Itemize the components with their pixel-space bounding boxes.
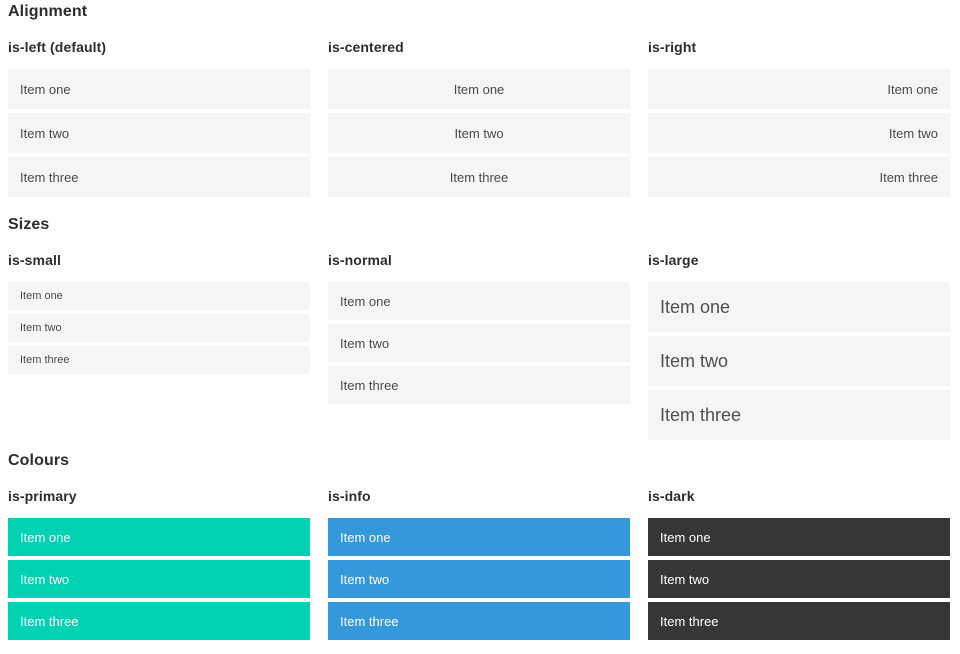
- column-is-right: is-right Item one Item two Item three: [648, 40, 950, 197]
- list-centered: Item one Item two Item three: [328, 69, 630, 197]
- list-item[interactable]: Item two: [328, 560, 630, 598]
- section-title-colours: Colours: [8, 452, 70, 469]
- column-label-is-primary: is-primary: [8, 488, 77, 504]
- list-small: Item one Item two Item three: [8, 282, 310, 374]
- column-label-is-dark: is-dark: [648, 488, 695, 504]
- section-sizes: Sizes is-small Item one Item two Item th…: [8, 217, 950, 440]
- column-is-left: is-left (default) Item one Item two Item…: [8, 40, 310, 197]
- column-is-small: is-small Item one Item two Item three: [8, 253, 310, 440]
- column-label-is-left: is-left (default): [8, 39, 107, 55]
- list-item[interactable]: Item three: [648, 390, 950, 440]
- list-item[interactable]: Item one: [648, 69, 950, 109]
- list-info: Item one Item two Item three: [328, 518, 630, 640]
- list-item[interactable]: Item two: [8, 560, 310, 598]
- list-primary: Item one Item two Item three: [8, 518, 310, 640]
- list-item[interactable]: Item three: [8, 602, 310, 640]
- column-is-primary: is-primary Item one Item two Item three: [8, 489, 310, 640]
- sizes-grid: is-small Item one Item two Item three is…: [8, 253, 950, 440]
- list-item[interactable]: Item three: [8, 346, 310, 374]
- column-label-is-centered: is-centered: [328, 39, 404, 55]
- list-item[interactable]: Item two: [328, 113, 630, 153]
- column-is-centered: is-centered Item one Item two Item three: [328, 40, 630, 197]
- column-label-is-small: is-small: [8, 252, 61, 268]
- colours-grid: is-primary Item one Item two Item three …: [8, 489, 950, 640]
- list-item[interactable]: Item one: [328, 69, 630, 109]
- list-item[interactable]: Item one: [328, 282, 630, 320]
- list-item[interactable]: Item two: [8, 314, 310, 342]
- column-is-info: is-info Item one Item two Item three: [328, 489, 630, 640]
- column-is-dark: is-dark Item one Item two Item three: [648, 489, 950, 640]
- list-item[interactable]: Item three: [648, 602, 950, 640]
- list-left: Item one Item two Item three: [8, 69, 310, 197]
- column-label-is-large: is-large: [648, 252, 699, 268]
- column-is-normal: is-normal Item one Item two Item three: [328, 253, 630, 440]
- list-dark: Item one Item two Item three: [648, 518, 950, 640]
- list-item[interactable]: Item one: [648, 282, 950, 332]
- column-is-large: is-large Item one Item two Item three: [648, 253, 950, 440]
- list-right: Item one Item two Item three: [648, 69, 950, 197]
- column-label-is-info: is-info: [328, 488, 371, 504]
- list-item[interactable]: Item one: [8, 282, 310, 310]
- list-item[interactable]: Item two: [328, 324, 630, 362]
- list-item[interactable]: Item one: [8, 69, 310, 109]
- section-title-sizes: Sizes: [8, 216, 50, 233]
- column-label-is-right: is-right: [648, 39, 697, 55]
- list-item[interactable]: Item three: [648, 157, 950, 197]
- column-label-is-normal: is-normal: [328, 252, 392, 268]
- list-item[interactable]: Item three: [328, 366, 630, 404]
- list-normal: Item one Item two Item three: [328, 282, 630, 404]
- section-title-alignment: Alignment: [8, 3, 88, 20]
- list-item[interactable]: Item two: [8, 113, 310, 153]
- section-colours: Colours is-primary Item one Item two Ite…: [8, 453, 950, 640]
- list-item[interactable]: Item one: [8, 518, 310, 556]
- list-item[interactable]: Item two: [648, 336, 950, 386]
- list-item[interactable]: Item two: [648, 560, 950, 598]
- section-alignment: Alignment is-left (default) Item one Ite…: [8, 4, 950, 197]
- list-item[interactable]: Item two: [648, 113, 950, 153]
- list-large: Item one Item two Item three: [648, 282, 950, 440]
- list-demo-page: Alignment is-left (default) Item one Ite…: [8, 4, 950, 640]
- list-item[interactable]: Item one: [328, 518, 630, 556]
- list-item[interactable]: Item three: [328, 602, 630, 640]
- list-item[interactable]: Item one: [648, 518, 950, 556]
- list-item[interactable]: Item three: [8, 157, 310, 197]
- list-item[interactable]: Item three: [328, 157, 630, 197]
- alignment-grid: is-left (default) Item one Item two Item…: [8, 40, 950, 197]
